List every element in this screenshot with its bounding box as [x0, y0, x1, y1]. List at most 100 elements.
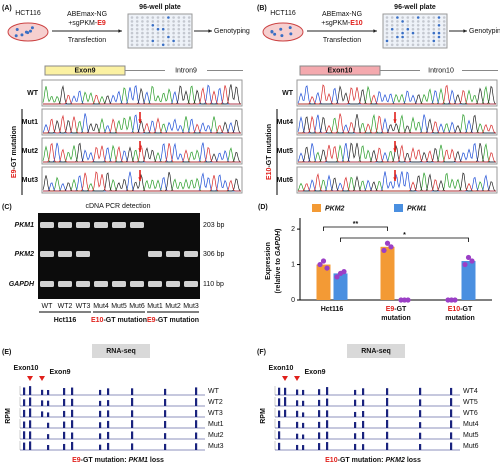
band: [112, 281, 126, 287]
well: [177, 27, 181, 31]
chromatogram: [296, 108, 498, 136]
coverage-peak: [318, 399, 321, 406]
well: [396, 24, 399, 27]
well: [161, 16, 165, 19]
coverage-peak: [278, 398, 281, 406]
well: [401, 35, 404, 39]
label: E10-GT mutation: PKM2 loss: [325, 457, 421, 464]
well: [411, 31, 415, 35]
well: [427, 27, 430, 31]
method-box: [92, 344, 150, 358]
well: [167, 31, 170, 35]
well: [141, 16, 144, 19]
trace: [298, 144, 497, 163]
well: [406, 43, 410, 47]
coverage-peak: [195, 398, 198, 406]
coverage-peak: [63, 410, 66, 417]
label: Mut6: [129, 303, 145, 310]
coverage-peak: [296, 444, 299, 450]
sig-bracket: [340, 237, 469, 242]
well: [406, 24, 410, 27]
bar: [316, 264, 331, 300]
y-axis-label-part: GAPDH: [275, 230, 282, 256]
well: [411, 16, 415, 19]
coverage-peak: [23, 409, 26, 417]
well: [427, 20, 430, 23]
coverage-peak: [71, 432, 74, 439]
band: [184, 281, 198, 287]
coverage-peak: [63, 421, 66, 428]
coverage-peak: [419, 399, 422, 406]
coverage-peak: [71, 441, 74, 450]
well: [141, 39, 144, 43]
coverage-peak: [99, 389, 102, 395]
intron-bg: [165, 66, 207, 75]
label: 306 bp: [203, 251, 225, 258]
well: [177, 39, 181, 43]
well: [390, 20, 394, 23]
coverage-peak: [41, 411, 44, 417]
well: [385, 27, 389, 31]
coverage-peak: [419, 410, 422, 417]
label-part: E10: [325, 457, 338, 464]
coverage-peak: [47, 400, 50, 406]
well: [406, 27, 410, 31]
coverage-peak: [47, 434, 50, 439]
label-part: -GT mutation: [266, 124, 273, 168]
well: [172, 27, 175, 31]
well: [442, 20, 446, 23]
well: [135, 39, 139, 43]
well: [130, 39, 134, 43]
coverage-peak: [284, 409, 287, 417]
well: [172, 43, 175, 47]
coverage-peak: [302, 445, 305, 450]
well: [442, 24, 446, 27]
coverage-peak: [131, 398, 134, 406]
label-part: E10: [91, 317, 104, 324]
well: [172, 24, 175, 27]
well: [135, 20, 139, 23]
coverage-peak: [23, 399, 26, 406]
well: [177, 43, 181, 47]
label: HCT116: [15, 10, 41, 17]
bar: [380, 246, 395, 300]
band: [40, 281, 54, 287]
well: [390, 27, 394, 31]
cell: [14, 34, 18, 38]
well: [422, 43, 425, 47]
well: [390, 35, 394, 39]
trace: [298, 84, 496, 105]
label: Mut4: [277, 119, 293, 126]
well: [135, 24, 139, 27]
band: [148, 281, 162, 287]
coverage-peak: [278, 431, 281, 439]
well: [156, 24, 160, 27]
well: [385, 39, 389, 43]
label: Intron10: [428, 67, 454, 74]
label: Exon9: [49, 369, 70, 376]
well: [437, 24, 441, 27]
coverage-peak: [354, 433, 357, 439]
coverage-peak: [63, 398, 66, 406]
coverage-peak: [164, 420, 167, 428]
well: [141, 43, 144, 47]
coverage-peak: [47, 422, 50, 428]
coverage-peak: [99, 410, 102, 417]
well: [172, 20, 175, 23]
x-tick-label-part: E10: [448, 306, 461, 313]
trace: [43, 142, 242, 163]
well: [390, 16, 394, 19]
well: [130, 35, 134, 39]
coverage-peak: [164, 410, 167, 417]
label: Mut3: [22, 177, 38, 184]
well: [411, 27, 415, 31]
label: GAPDH: [9, 281, 35, 288]
coverage-peak: [131, 420, 134, 428]
well: [172, 16, 175, 19]
well: [130, 31, 134, 35]
point: [465, 254, 472, 261]
coverage-peak: [354, 443, 357, 450]
x-tick-label-part: -GT: [460, 306, 473, 313]
coverage-peak: [296, 410, 299, 417]
coverage-peak: [362, 399, 365, 406]
